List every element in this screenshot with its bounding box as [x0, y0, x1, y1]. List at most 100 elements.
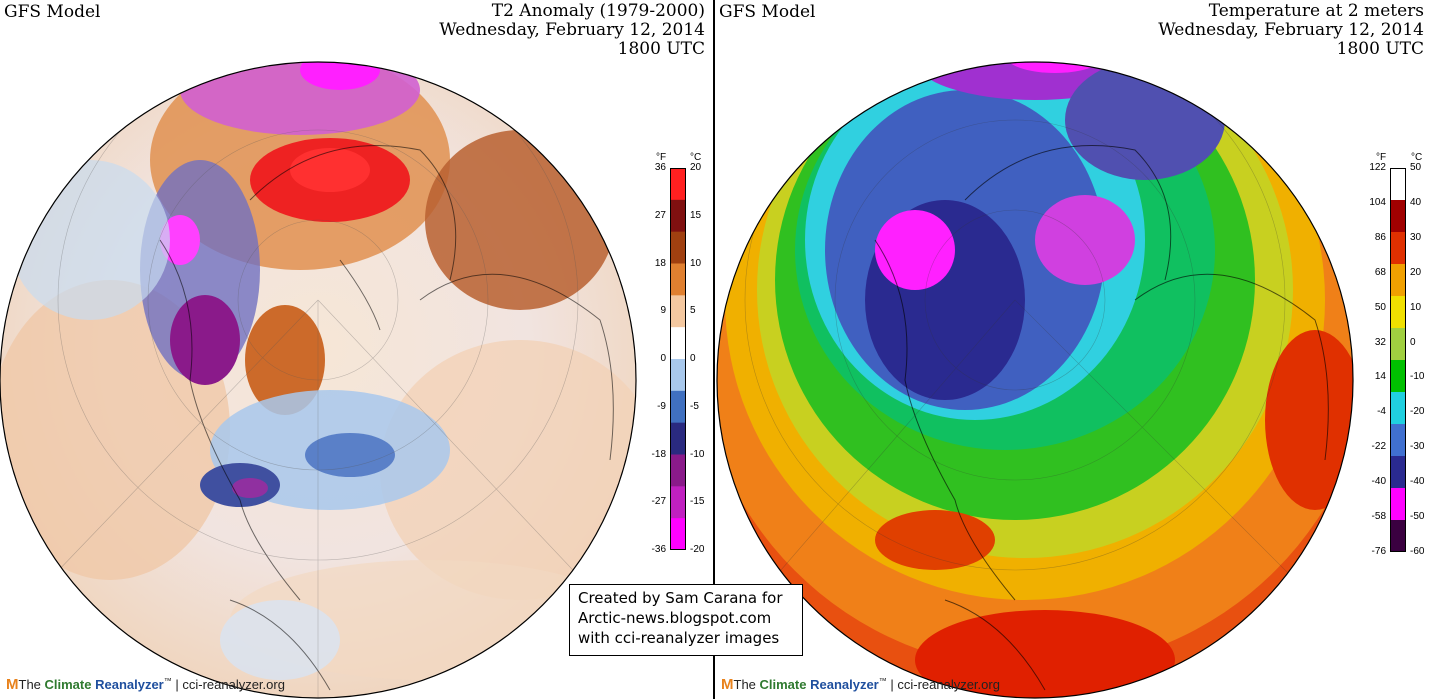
map-title-date: Wednesday, February 12, 2014 [1158, 20, 1424, 40]
colorbar-unit-c: °C [1411, 152, 1423, 163]
colorbar-segment [1390, 488, 1406, 521]
colorbar-tick-c: -10 [1410, 371, 1425, 383]
brand-reanalyzer: Reanalyzer [91, 677, 164, 692]
colorbar-segment [670, 359, 686, 392]
colorbar-tick-f: 0 [660, 353, 666, 364]
map-title-date: Wednesday, February 12, 2014 [439, 20, 705, 40]
colorbar-tick-f: 68 [1374, 266, 1386, 278]
colorbar-tick-c: -40 [1410, 476, 1425, 488]
anomaly-colorbar-bar [670, 168, 686, 550]
panel-divider [713, 0, 715, 699]
map-title: T2 Anomaly (1979-2000) Wednesday, Februa… [439, 2, 705, 59]
colorbar-segment [670, 486, 686, 519]
anomaly-map-panel: GFS Model T2 Anomaly (1979-2000) Wednesd… [0, 0, 713, 699]
brand-climate: Climate [44, 677, 92, 692]
colorbar-tick-c: 50 [1410, 162, 1422, 173]
model-label: GFS Model [4, 2, 101, 22]
colorbar-tick-c: -5 [690, 400, 699, 412]
colorbar-border [1390, 168, 1406, 552]
brand-the: The [733, 677, 760, 692]
colorbar-tick-c: 30 [1410, 231, 1422, 243]
colorbar-tick-f: -18 [651, 448, 666, 460]
reanalyzer-footer: MThe Climate Reanalyzer™ | cci-reanalyze… [721, 676, 1000, 693]
colorbar-segment [1390, 456, 1406, 489]
temperature-field [717, 62, 1353, 698]
colorbar-segment [1390, 328, 1406, 361]
colorbar-tick-f: -22 [1371, 441, 1386, 453]
colorbar-tick-f: 18 [654, 257, 666, 269]
reanalyzer-footer: MThe Climate Reanalyzer™ | cci-reanalyze… [6, 676, 285, 693]
temperature-globe [716, 61, 1354, 699]
colorbar-tick-f: -36 [651, 544, 666, 555]
colorbar-segment [670, 422, 686, 455]
colorbar-tick-f: -58 [1371, 511, 1386, 523]
colorbar-segment [1390, 392, 1406, 425]
colorbar-segment [1390, 200, 1406, 233]
colorbar-segment [670, 295, 686, 328]
colorbar-tick-c: -20 [1410, 406, 1425, 418]
colorbar-unit-f: °F [656, 152, 667, 163]
brand-climate: Climate [759, 677, 807, 692]
brand-tm: ™ [878, 676, 887, 686]
brand-the: The [18, 677, 45, 692]
credit-line-1: Created by Sam Carana for [578, 589, 783, 607]
colorbar-tick-f: 86 [1374, 231, 1386, 243]
colorbar-tick-c: -50 [1410, 511, 1425, 523]
colorbar-tick-c: 0 [1410, 336, 1416, 348]
map-title: Temperature at 2 meters Wednesday, Febru… [1158, 2, 1424, 59]
colorbar-border [670, 168, 686, 550]
colorbar-tick-c: 15 [690, 209, 702, 221]
anomaly-globe [0, 61, 637, 699]
globe-outline [716, 61, 1354, 699]
colorbar-segment [1390, 424, 1406, 457]
colorbar-tick-f: -27 [651, 496, 666, 508]
colorbar-tick-c: -60 [1410, 546, 1425, 557]
colorbar-segment [670, 231, 686, 264]
map-title-time: 1800 UTC [617, 39, 705, 59]
colorbar-tick-f: -9 [657, 400, 666, 412]
colorbar-tick-f: 122 [1369, 162, 1386, 173]
colorbar-tick-f: 50 [1374, 301, 1386, 313]
colorbar-tick-c: 5 [690, 305, 696, 317]
colorbar-tick-f: -4 [1377, 406, 1386, 418]
colorbar-tick-c: 10 [690, 257, 702, 269]
colorbar-tick-c: -15 [690, 496, 705, 508]
colorbar-segment [670, 454, 686, 487]
colorbar-tick-f: -76 [1371, 546, 1386, 557]
colorbar-segment [1390, 520, 1406, 552]
colorbar-tick-f: 104 [1369, 196, 1386, 208]
colorbar-segment [670, 199, 686, 233]
colorbar-segment [1390, 264, 1406, 297]
colorbar-segment [1390, 296, 1406, 329]
colorbar-segment [1390, 168, 1406, 201]
colorbar-segment [670, 327, 686, 360]
site-url: | cci-reanalyzer.org [171, 677, 285, 692]
globe-outline [0, 61, 637, 699]
colorbar-unit-c: °C [690, 152, 702, 163]
brand-tm: ™ [163, 676, 172, 686]
colorbar-tick-f: 14 [1374, 371, 1386, 383]
colorbar-tick-f: 9 [660, 305, 666, 317]
colorbar-unit-f: °F [1376, 152, 1387, 163]
colorbar-tick-c: -30 [1410, 441, 1425, 453]
colorbar-tick-f: 36 [654, 162, 666, 173]
colorbar-tick-c: -20 [690, 544, 705, 555]
temperature-colorbar-bar [1390, 168, 1406, 552]
colorbar-tick-f: 32 [1374, 336, 1386, 348]
colorbar-segment [670, 518, 686, 550]
map-title-time: 1800 UTC [1336, 39, 1424, 59]
anomaly-field [0, 62, 636, 698]
colorbar-tick-c: 20 [690, 162, 702, 173]
reanalyzer-logo-icon: M [721, 676, 734, 693]
colorbar-segment [670, 390, 686, 424]
colorbar-segment [1390, 232, 1406, 265]
brand-reanalyzer: Reanalyzer [806, 677, 879, 692]
map-title-variable: Temperature at 2 meters [1208, 1, 1424, 21]
colorbar-tick-c: 40 [1410, 196, 1422, 208]
colorbar-tick-c: -10 [690, 448, 705, 460]
credit-line-3: with cci-reanalyzer images [578, 629, 780, 647]
reanalyzer-logo-icon: M [6, 676, 19, 693]
map-title-variable: T2 Anomaly (1979-2000) [491, 1, 705, 21]
credit-box: Created by Sam Carana for Arctic-news.bl… [569, 584, 803, 656]
colorbar-tick-f: 27 [654, 209, 666, 221]
